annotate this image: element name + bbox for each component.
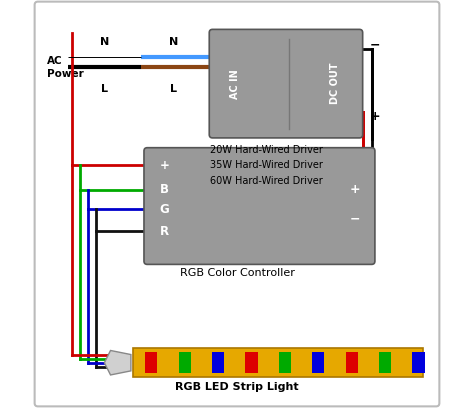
Text: N: N: [169, 37, 178, 47]
Text: +: +: [159, 159, 169, 172]
Text: +: +: [349, 183, 360, 196]
Text: RGB LED Strip Light: RGB LED Strip Light: [175, 382, 299, 392]
Text: N: N: [100, 37, 109, 47]
Bar: [179, 352, 191, 373]
Bar: [145, 352, 157, 373]
Text: L: L: [101, 84, 108, 94]
Text: AC
Power: AC Power: [47, 56, 84, 79]
Text: L: L: [170, 84, 177, 94]
Bar: [412, 352, 425, 373]
Bar: [133, 348, 423, 377]
Text: 35W Hard-Wired Driver: 35W Hard-Wired Driver: [210, 160, 323, 171]
Text: DC OUT: DC OUT: [330, 63, 340, 104]
Text: −: −: [370, 38, 380, 51]
Bar: [379, 352, 391, 373]
Polygon shape: [104, 350, 131, 375]
Bar: [312, 352, 325, 373]
FancyBboxPatch shape: [209, 29, 363, 138]
Bar: [246, 352, 258, 373]
Bar: [346, 352, 358, 373]
Text: R: R: [160, 225, 169, 238]
Text: −: −: [349, 213, 360, 226]
Text: G: G: [159, 203, 169, 216]
Bar: [279, 352, 291, 373]
FancyBboxPatch shape: [144, 148, 375, 264]
Text: 60W Hard-Wired Driver: 60W Hard-Wired Driver: [210, 176, 323, 186]
Bar: [212, 352, 224, 373]
Text: RGB Color Controller: RGB Color Controller: [180, 268, 294, 279]
Text: AC IN: AC IN: [230, 69, 240, 98]
Text: B: B: [160, 183, 169, 196]
Text: +: +: [370, 110, 380, 123]
Text: 20W Hard-Wired Driver: 20W Hard-Wired Driver: [210, 145, 323, 155]
